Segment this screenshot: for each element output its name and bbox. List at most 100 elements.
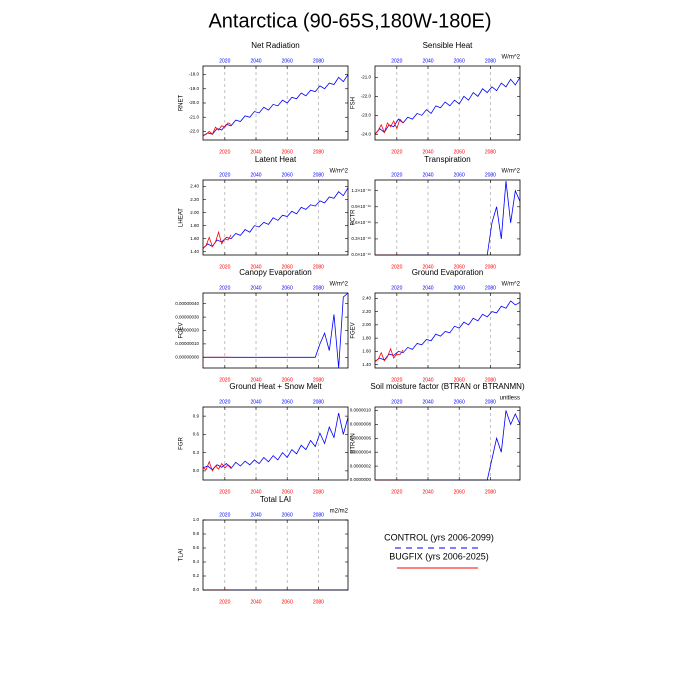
x-tick-label-top: 2020 [219, 285, 230, 291]
x-tick-label-bottom: 2020 [391, 377, 402, 383]
y-tick-label: 0.6 [193, 432, 200, 437]
x-tick-label-bottom: 2080 [313, 489, 324, 495]
panel-title: Total LAI [260, 495, 291, 504]
units-label: W/m^2 [502, 55, 521, 61]
y-axis-label: FCTR [351, 209, 357, 226]
y-tick-label: 0.9 [193, 413, 200, 418]
y-tick-label: 0.0000004 [350, 449, 372, 454]
x-tick-label-bottom: 2040 [422, 264, 433, 270]
legend-label: CONTROL (yrs 2006-2099) [384, 532, 494, 542]
y-tick-label: 0.0000002 [350, 463, 372, 468]
y-tick-label: 0.3 [193, 450, 200, 455]
plot-frame [374, 292, 521, 369]
y-tick-label: 1.60 [362, 349, 371, 354]
y-tick-label: 0.4 [193, 559, 200, 564]
data-line [374, 347, 404, 362]
x-tick-label-top: 2020 [219, 399, 230, 405]
x-tick-label-top: 2080 [313, 172, 324, 178]
x-tick-label-top: 2040 [250, 172, 261, 178]
x-tick-label-bottom: 2060 [454, 489, 465, 495]
y-tick-label: 0.00000020 [175, 328, 199, 333]
x-tick-label-bottom: 2040 [250, 264, 261, 270]
y-axis-label: FGEV [351, 322, 357, 338]
x-tick-label-top: 2040 [250, 285, 261, 291]
x-tick-label-top: 2040 [422, 399, 433, 405]
y-tick-label: -18.0 [189, 72, 200, 77]
y-tick-label: 0.0000010 [350, 408, 372, 413]
y-tick-label: 1.40 [362, 362, 371, 367]
data-line [202, 74, 349, 137]
figure-title: Antarctica (90-65S,180W-180E) [208, 10, 491, 32]
y-tick-label: -22.0 [189, 129, 200, 134]
x-tick-label-bottom: 2080 [485, 149, 496, 155]
y-tick-label: 0.00000040 [175, 301, 199, 306]
x-tick-label-top: 2080 [313, 512, 324, 518]
x-tick-label-top: 2040 [250, 58, 261, 64]
y-tick-label: 1.0 [193, 517, 200, 522]
x-tick-label-top: 2020 [391, 399, 402, 405]
y-axis-label: BTRAN [351, 433, 357, 453]
x-tick-label-top: 2060 [282, 58, 293, 64]
y-tick-label: 0.8 [193, 531, 200, 536]
plot-frame [202, 292, 349, 369]
x-tick-label-top: 2080 [313, 285, 324, 291]
data-line [202, 122, 232, 137]
y-tick-label: 1.40 [190, 249, 199, 254]
x-tick-label-bottom: 2020 [391, 149, 402, 155]
y-tick-label: 0.0000000 [350, 477, 372, 482]
panel-title: Sensible Heat [423, 41, 474, 50]
x-tick-label-bottom: 2040 [422, 489, 433, 495]
plot-frame [202, 65, 349, 141]
x-tick-label-bottom: 2020 [219, 489, 230, 495]
y-axis-label: RNET [179, 95, 185, 112]
x-tick-label-bottom: 2020 [219, 377, 230, 383]
y-tick-label: 0.00000010 [175, 341, 199, 346]
y-tick-label: 0.0000008 [350, 422, 372, 427]
x-tick-label-bottom: 2040 [250, 377, 261, 383]
y-axis-label: TLAI [179, 548, 185, 561]
units-label: W/m^2 [502, 169, 521, 175]
units-label: W/m^2 [330, 169, 349, 175]
units-label: m2/m2 [330, 509, 349, 515]
x-tick-label-top: 2060 [282, 285, 293, 291]
y-axis-label: FCEV [179, 322, 185, 338]
x-tick-label-bottom: 2040 [250, 149, 261, 155]
plot-frame [202, 179, 349, 256]
data-line [202, 187, 349, 249]
plot-frame [374, 179, 521, 256]
y-tick-label: -22.0 [361, 94, 372, 99]
x-tick-label-top: 2080 [485, 172, 496, 178]
x-tick-label-bottom: 2080 [485, 377, 496, 383]
x-tick-label-top: 2020 [219, 512, 230, 518]
plot-frame [374, 406, 521, 481]
y-tick-label: 1.80 [190, 223, 199, 228]
x-tick-label-bottom: 2020 [391, 264, 402, 270]
x-tick-label-top: 2040 [250, 512, 261, 518]
panel-title: Canopy Evaporation [239, 268, 312, 277]
y-tick-label: 2.00 [362, 322, 371, 327]
panel-title: Ground Evaporation [412, 268, 484, 277]
x-tick-label-bottom: 2040 [422, 149, 433, 155]
data-line [202, 460, 232, 472]
panel-title: Net Radiation [251, 41, 299, 50]
x-tick-label-bottom: 2040 [422, 377, 433, 383]
x-tick-label-bottom: 2020 [219, 599, 230, 605]
x-tick-label-top: 2060 [282, 512, 293, 518]
x-tick-label-bottom: 2060 [454, 149, 465, 155]
plot-frame [202, 406, 349, 481]
y-tick-label: 0.9×10⁻¹⁶ [351, 204, 371, 209]
y-axis-label: LHEAT [179, 208, 185, 227]
y-tick-label: 2.40 [362, 295, 371, 300]
panel-title: Latent Heat [255, 155, 297, 164]
units-label: W/m^2 [502, 282, 521, 288]
y-tick-label: -21.0 [361, 75, 372, 80]
plot-frame [374, 65, 521, 141]
y-tick-label: 0.6×10⁻¹⁶ [351, 220, 371, 225]
x-tick-label-bottom: 2080 [313, 149, 324, 155]
x-tick-label-top: 2060 [454, 399, 465, 405]
y-tick-label: -20.0 [189, 100, 200, 105]
y-tick-label: 2.00 [190, 210, 199, 215]
panel-title: Transpiration [424, 155, 470, 164]
x-tick-label-bottom: 2080 [313, 599, 324, 605]
x-tick-label-bottom: 2080 [485, 264, 496, 270]
